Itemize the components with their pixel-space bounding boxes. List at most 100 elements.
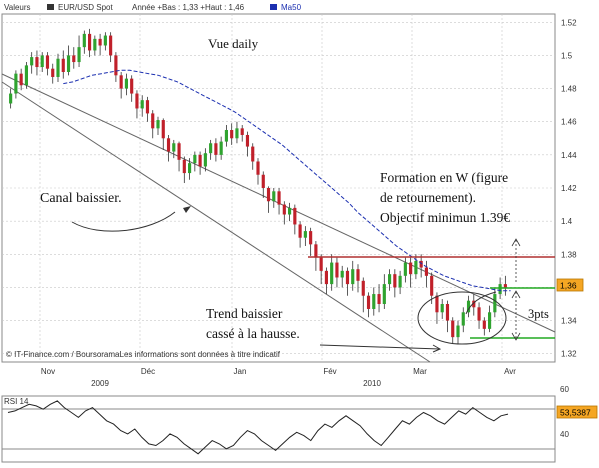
- annotation-vue-daily: Vue daily: [208, 36, 259, 51]
- price-badge: [556, 278, 584, 292]
- candle: [372, 287, 376, 316]
- candle-body: [293, 207, 297, 225]
- candle: [219, 136, 223, 160]
- candle-body: [403, 262, 407, 276]
- series-swatch: [47, 4, 54, 10]
- candle: [277, 188, 281, 215]
- target-arrow-up: [511, 238, 521, 282]
- candle: [488, 305, 492, 333]
- candle: [109, 32, 113, 63]
- price-tick-label: 1.52: [561, 18, 577, 27]
- candle-body: [266, 188, 271, 202]
- candle-body: [445, 304, 450, 321]
- candle: [361, 277, 365, 313]
- candle: [330, 254, 334, 291]
- candle: [166, 134, 171, 162]
- valeurs-label: Valeurs: [4, 3, 31, 12]
- candle: [114, 52, 118, 82]
- candle-body: [72, 55, 76, 63]
- candle: [35, 50, 39, 76]
- candle: [356, 264, 360, 293]
- month-tick-label: Mar: [413, 367, 427, 376]
- canal-curve-arrow: [71, 211, 176, 232]
- candle: [9, 88, 13, 109]
- price-tick-label: 1.44: [561, 151, 577, 160]
- rsi-tick-60: 60: [560, 385, 569, 394]
- annotation-formation-1: Formation en W (figure: [380, 170, 508, 185]
- rsi-badge-value: 53,5387: [560, 408, 591, 418]
- candlesticks: [9, 28, 507, 344]
- price-tick-label: 1.4: [561, 217, 573, 226]
- candle: [198, 151, 202, 175]
- candle: [230, 123, 234, 145]
- candle-body: [93, 38, 97, 51]
- year-tick-label: 2009: [91, 379, 109, 388]
- candle: [303, 226, 307, 246]
- candle-body: [193, 154, 197, 164]
- range-label: Année +Bas : 1,33 +Haut : 1,46: [132, 3, 245, 12]
- candle-body: [414, 260, 418, 275]
- candle-body: [472, 300, 476, 308]
- annotation-canal: Canal baissier.: [40, 191, 122, 206]
- candle: [261, 171, 265, 198]
- candle: [72, 47, 76, 69]
- candle: [272, 188, 276, 208]
- candle: [314, 241, 318, 271]
- month-tick-label: Nov: [41, 367, 55, 376]
- candle-body: [340, 270, 344, 278]
- candle: [461, 307, 465, 333]
- ma-label: Ma50: [281, 3, 302, 12]
- candle-body: [424, 267, 428, 276]
- candle-body: [51, 68, 55, 77]
- candle: [335, 257, 339, 288]
- price-axis: 1.521.51.481.461.441.421.41.381.361.341.…: [561, 18, 577, 358]
- candle: [266, 186, 271, 213]
- ma-swatch: [270, 4, 277, 10]
- price-grid: [2, 14, 555, 362]
- pts-arrow: [511, 290, 521, 341]
- price-badge-value: 1,36: [560, 281, 577, 291]
- rsi-tick-40: 40: [560, 430, 569, 439]
- candle-body: [356, 269, 360, 281]
- ma50-line: [63, 69, 511, 292]
- candle: [82, 30, 86, 54]
- candle-body: [503, 284, 507, 288]
- candle: [319, 254, 323, 285]
- candle: [324, 267, 328, 295]
- annotation-trend-1: Trend baissier: [206, 306, 283, 321]
- candle-body: [466, 300, 471, 313]
- candle: [440, 299, 444, 319]
- candle: [182, 156, 186, 184]
- candle-body: [361, 280, 365, 296]
- candle-body: [119, 75, 123, 89]
- candle-body: [124, 78, 128, 89]
- candle-body: [61, 58, 65, 72]
- candle-body: [14, 73, 18, 94]
- price-tick-label: 1.5: [561, 51, 573, 60]
- candle-body: [203, 153, 207, 167]
- candle: [177, 141, 181, 172]
- candle: [456, 320, 460, 344]
- candle-body: [77, 47, 81, 63]
- candle-body: [372, 294, 376, 309]
- candle-body: [456, 325, 460, 338]
- candle-body: [30, 57, 34, 66]
- candle-body: [309, 231, 313, 245]
- candle-body: [261, 174, 265, 188]
- candle-body: [109, 35, 113, 56]
- candle: [288, 202, 292, 222]
- candle: [409, 257, 413, 288]
- candle-body: [272, 191, 276, 202]
- candle-body: [82, 33, 86, 48]
- candle: [282, 201, 286, 225]
- month-tick-label: Déc: [141, 367, 155, 376]
- candle-body: [140, 100, 144, 109]
- candle: [209, 139, 213, 160]
- price-tick-label: 1.48: [561, 85, 577, 94]
- candle-body: [66, 55, 71, 72]
- month-tick-label: Avr: [504, 367, 516, 376]
- candle: [140, 95, 144, 117]
- candle: [445, 300, 450, 333]
- candle-body: [351, 269, 355, 285]
